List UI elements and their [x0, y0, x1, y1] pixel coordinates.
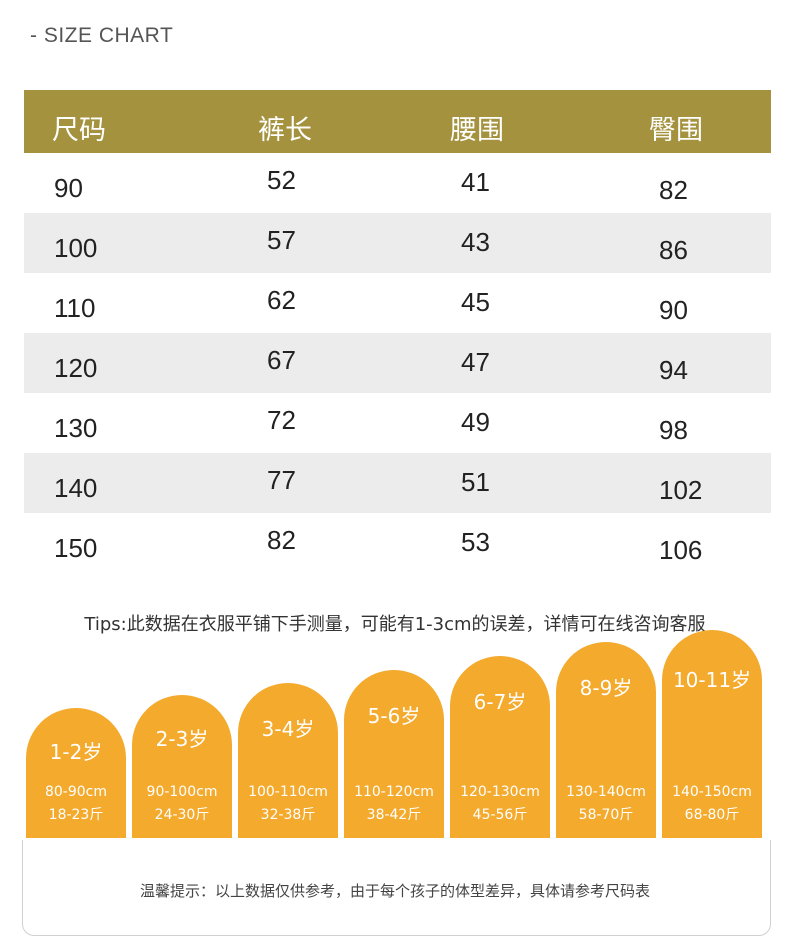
table-header: 尺码 裤长 腰围 臀围: [24, 90, 771, 153]
table-row: 100 57 43 86: [24, 213, 771, 273]
table-row: 150 82 53 106: [24, 513, 771, 573]
age-range: 10-11岁: [672, 668, 752, 692]
age-group-card: 10-11岁 140-150cm 68-80斤: [662, 630, 762, 838]
table-cell: 41: [461, 167, 490, 197]
age-group-card: 8-9岁 130-140cm 58-70斤: [556, 642, 656, 838]
age-group-card: 6-7岁 120-130cm 45-56斤: [450, 656, 550, 838]
header-size: 尺码: [52, 115, 106, 146]
height-range: 140-150cm: [672, 784, 752, 800]
age-range: 1-2岁: [49, 740, 103, 764]
tips-text: Tips:此数据在衣服平铺下手测量，可能有1-3cm的误差，详情可在线咨询客服: [84, 614, 706, 635]
weight-range: 68-80斤: [684, 807, 740, 823]
weight-range: 38-42斤: [366, 807, 422, 823]
age-range: 3-4岁: [261, 717, 315, 741]
table-cell: 77: [267, 465, 296, 495]
table-cell: 67: [267, 345, 296, 375]
header-hip: 臀围: [649, 115, 703, 146]
table-cell: 52: [267, 165, 296, 195]
table-row: 140 77 51 102: [24, 453, 771, 513]
table-cell: 82: [267, 525, 296, 555]
table-cell: 110: [54, 293, 96, 323]
table-cell: 49: [461, 407, 490, 437]
weight-range: 24-30斤: [154, 807, 210, 823]
table-cell: 53: [461, 527, 490, 557]
table-cell: 45: [461, 287, 490, 317]
table-cell: 106: [659, 535, 703, 565]
age-group-card: 1-2岁 80-90cm 18-23斤: [26, 708, 126, 838]
table-cell: 51: [461, 467, 490, 497]
table-cell: 100: [54, 233, 98, 263]
table-cell: 94: [659, 355, 688, 385]
table-cell: 90: [54, 173, 83, 203]
header-pants-length: 裤长: [258, 115, 312, 146]
table-cell: 120: [54, 353, 98, 383]
size-chart-label: - SIZE CHART: [30, 24, 174, 47]
header-waist: 腰围: [450, 115, 504, 146]
table-cell: 90: [659, 295, 688, 325]
weight-range: 18-23斤: [48, 807, 104, 823]
age-range: 5-6岁: [367, 704, 421, 728]
table-cell: 86: [659, 235, 688, 265]
table-cell: 82: [659, 175, 688, 205]
size-table: 尺码 裤长 腰围 臀围 90 52 41 82 100 57 43 86 110 62 45 90 12…: [24, 90, 771, 573]
height-range: 110-120cm: [354, 784, 434, 800]
age-range: 8-9岁: [579, 676, 633, 700]
height-range: 100-110cm: [248, 784, 328, 800]
table-row: 120 67 47 94: [24, 333, 771, 393]
weight-range: 45-56斤: [472, 807, 528, 823]
table-cell: 98: [659, 415, 688, 445]
weight-range: 32-38斤: [260, 807, 316, 823]
height-range: 120-130cm: [460, 784, 540, 800]
table-cell: 62: [267, 285, 296, 315]
table-row: 90 52 41 82: [24, 153, 771, 213]
table-cell: 43: [461, 227, 490, 257]
table-cell: 57: [267, 225, 296, 255]
weight-range: 58-70斤: [578, 807, 634, 823]
table-cell: 72: [267, 405, 296, 435]
table-cell: 102: [659, 475, 703, 505]
table-cell: 47: [461, 347, 490, 377]
age-group-card: 3-4岁 100-110cm 32-38斤: [238, 683, 338, 838]
table-cell: 150: [54, 533, 98, 563]
footer-box: [22, 840, 771, 936]
height-range: 130-140cm: [566, 784, 646, 800]
table-body: 90 52 41 82 100 57 43 86 110 62 45 90 120 67 47 94 130 72…: [24, 153, 771, 573]
table-cell: 130: [54, 413, 98, 443]
age-range: 6-7岁: [473, 690, 527, 714]
age-group-card: 2-3岁 90-100cm 24-30斤: [132, 695, 232, 838]
age-range: 2-3岁: [155, 727, 209, 751]
footer-note: 温馨提示：以上数据仅供参考，由于每个孩子的体型差异，具体请参考尺码表: [139, 882, 650, 900]
height-range: 90-100cm: [146, 784, 218, 800]
table-row: 130 72 49 98: [24, 393, 771, 453]
age-group-card: 5-6岁 110-120cm 38-42斤: [344, 670, 444, 838]
table-row: 110 62 45 90: [24, 273, 771, 333]
height-range: 80-90cm: [44, 784, 107, 800]
table-cell: 140: [54, 473, 98, 503]
